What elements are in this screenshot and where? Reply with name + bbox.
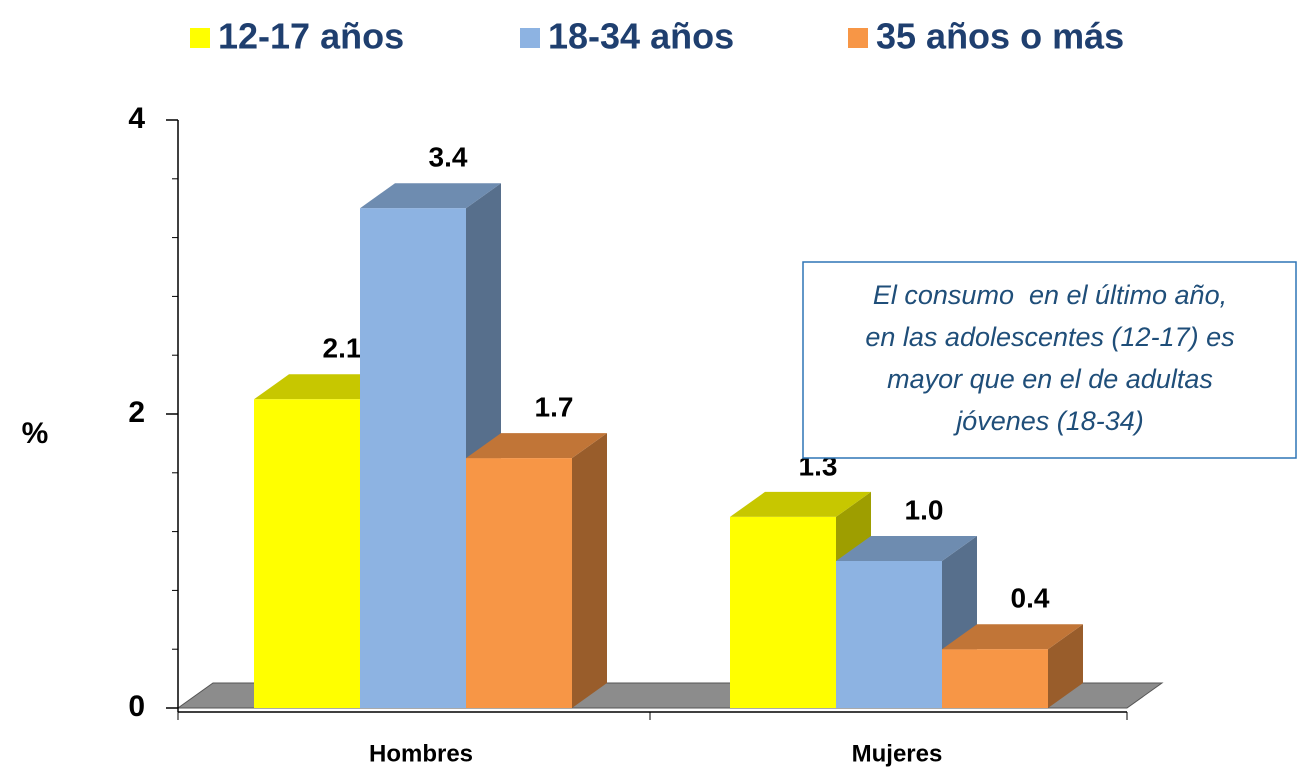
bar <box>254 399 360 708</box>
bar-top <box>466 433 607 459</box>
bar <box>836 561 942 708</box>
y-axis-label: % <box>22 417 49 450</box>
legend-swatch <box>848 28 868 48</box>
bar-side <box>1048 624 1083 708</box>
bar <box>942 649 1048 708</box>
annotation-box <box>802 261 1297 459</box>
data-label: 0.4 <box>1011 583 1050 614</box>
x-tick-label: Mujeres <box>852 740 943 767</box>
legend-swatch <box>520 28 540 48</box>
bar-top <box>836 536 977 561</box>
legend-swatch <box>190 28 210 48</box>
annotation-text: jóvenes (18-34) <box>952 406 1144 436</box>
data-label: 2.1 <box>323 333 362 364</box>
bar-top <box>942 624 1083 650</box>
data-label: 1.0 <box>905 494 944 525</box>
annotation-text: El consumo en el último año, <box>873 280 1227 310</box>
data-label: 3.4 <box>429 142 468 173</box>
y-tick-label: 4 <box>128 102 145 135</box>
legend-label: 12-17 años <box>218 16 404 57</box>
y-tick-label: 0 <box>128 690 145 723</box>
data-label: 1.7 <box>535 391 574 422</box>
y-tick-label: 2 <box>128 396 145 429</box>
bar <box>466 458 572 708</box>
legend-label: 18-34 años <box>548 16 734 57</box>
annotation-text: mayor que en el de adultas <box>887 364 1213 394</box>
bar-top <box>254 374 395 400</box>
bar-top <box>730 491 871 517</box>
bar <box>730 516 836 708</box>
bar <box>360 208 466 708</box>
bar-top <box>360 183 501 209</box>
x-tick-label: Hombres <box>369 740 473 767</box>
annotation-text: en las adolescentes (12-17) es <box>865 322 1234 352</box>
legend-label: 35 años o más <box>876 16 1124 57</box>
bar-side <box>572 433 607 708</box>
